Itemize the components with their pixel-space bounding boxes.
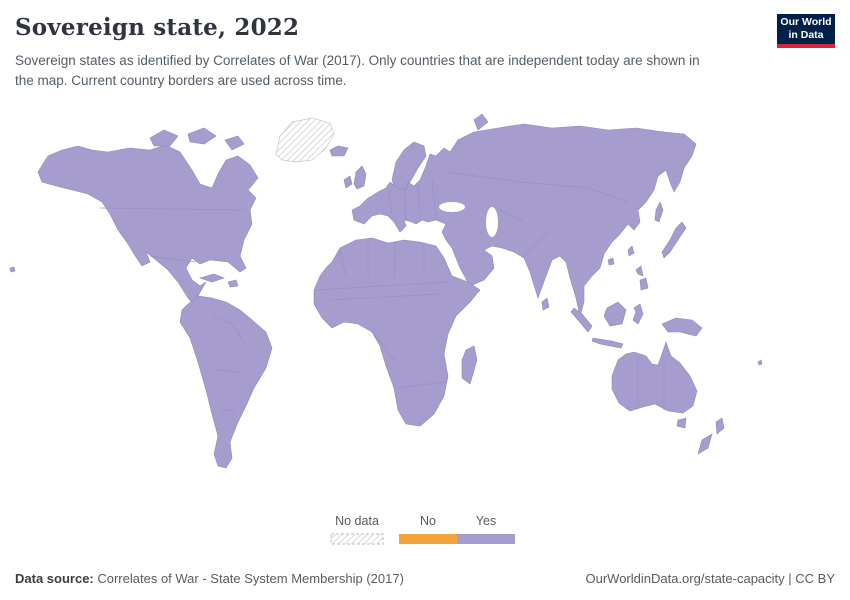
legend-swatch-yes-icon[interactable]	[457, 533, 515, 545]
map-region-arctic-island-1[interactable]	[149, 129, 179, 147]
map-region-hispaniola[interactable]	[227, 279, 239, 288]
legend-item-no-data[interactable]: No data	[330, 514, 384, 545]
map-region-iceland[interactable]	[329, 145, 349, 157]
data-source-label: Data source:	[15, 571, 94, 586]
map-region-australia[interactable]	[611, 341, 698, 414]
map-region-sulawesi[interactable]	[632, 303, 644, 325]
map-region-greenland[interactable]	[275, 117, 335, 163]
owid-logo-line2: in Data	[788, 29, 824, 41]
map-region-borneo[interactable]	[603, 301, 627, 327]
map-region-java[interactable]	[591, 337, 624, 349]
chart-footer: Data source: Correlates of War - State S…	[15, 571, 835, 586]
map-region-sri-lanka[interactable]	[541, 297, 550, 311]
map-region-south-america[interactable]	[179, 295, 273, 469]
legend-label-yes: Yes	[475, 514, 497, 528]
map-region-new-zealand-north[interactable]	[715, 417, 725, 435]
legend-item-no[interactable]: No	[399, 514, 457, 545]
map-region-eurasia[interactable]	[351, 123, 697, 317]
legend-swatch-no-data-icon[interactable]	[330, 533, 384, 545]
map-region-sumatra[interactable]	[570, 307, 593, 333]
map-region-hawaii[interactable]	[9, 266, 16, 273]
map-region-novaya-zemlya[interactable]	[473, 113, 489, 131]
page-title: Sovereign state, 2022	[15, 14, 300, 41]
map-region-arctic-island-2[interactable]	[187, 127, 217, 145]
map-region-philippines-south[interactable]	[639, 277, 649, 291]
map-region-arctic-island-3[interactable]	[224, 135, 245, 151]
map-region-cuba[interactable]	[198, 273, 225, 283]
map-region-sakhalin[interactable]	[654, 201, 664, 223]
country-borders	[99, 171, 665, 411]
map-region-great-britain[interactable]	[353, 165, 367, 190]
legend-swatch-no-icon[interactable]	[399, 533, 457, 545]
map-region-new-zealand-south[interactable]	[697, 433, 713, 455]
map-region-fiji[interactable]	[757, 359, 763, 366]
data-source-value: Correlates of War - State System Members…	[93, 571, 404, 586]
map-region-north-america[interactable]	[37, 144, 259, 335]
world-map-svg[interactable]	[0, 110, 850, 512]
owid-logo[interactable]: Our World in Data	[777, 14, 835, 48]
legend-label-no-data: No data	[335, 514, 379, 528]
legend-item-yes[interactable]: Yes	[457, 514, 515, 545]
map-region-philippines-north[interactable]	[635, 265, 644, 277]
legend-label-no: No	[420, 514, 436, 528]
caspian-sea	[486, 207, 498, 237]
map-inland-seas	[439, 202, 498, 237]
map-region-tasmania[interactable]	[676, 417, 687, 429]
owid-credit-link[interactable]: OurWorldinData.org/state-capacity | CC B…	[585, 571, 835, 586]
map-legend: No data No Yes	[330, 514, 515, 545]
owid-logo-line1: Our World	[780, 15, 832, 28]
data-source: Data source: Correlates of War - State S…	[15, 571, 404, 586]
map-regions-no-data[interactable]	[275, 117, 335, 163]
map-region-ireland[interactable]	[343, 175, 353, 189]
world-map[interactable]	[0, 110, 850, 512]
map-region-hainan[interactable]	[607, 257, 615, 266]
chart-subtitle: Sovereign states as identified by Correl…	[15, 53, 700, 88]
map-region-taiwan[interactable]	[627, 245, 635, 257]
map-region-africa[interactable]	[313, 237, 481, 427]
black-sea	[439, 202, 465, 212]
map-regions-yes[interactable]	[9, 113, 763, 469]
map-region-japan[interactable]	[661, 221, 687, 259]
map-region-madagascar[interactable]	[461, 345, 478, 385]
map-region-new-guinea[interactable]	[661, 317, 703, 337]
